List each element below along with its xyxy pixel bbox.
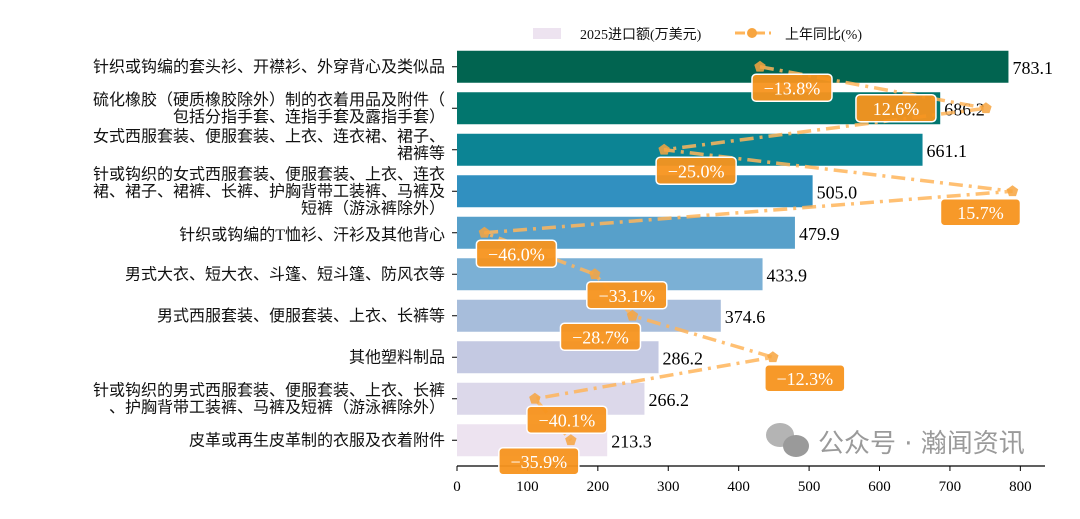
bar-value-label: 433.9 [767,265,808,285]
y-axis-labels: 针织或钩编的套头衫、开襟衫、外穿背心及类似品硫化橡胶（硬质橡胶除外）制的衣着用品… [93,58,457,449]
x-tick-label: 500 [798,479,821,495]
legend-line-marker [747,28,757,38]
bar [457,175,813,208]
yoy-annotation-label: 15.7% [957,203,1004,223]
yoy-annotation-box [855,94,937,123]
category-label: 针或钩织的女式西服套装、便服套装、上衣、连衣裙、裙子、裙裤、长裤、护胸背带工装裤… [93,164,445,217]
category-label: 针织或钩编的套头衫、开襟衫、外穿背心及类似品 [93,58,445,76]
yoy-annotation-box [939,198,1022,227]
watermark-text: 公众号 · 瀚闻资讯 [818,429,1025,459]
yoy-annotation-label: −28.7% [572,327,629,347]
bar-value-label: 266.2 [648,390,689,410]
x-tick-label: 800 [1009,479,1032,495]
bar [457,50,1009,83]
yoy-marker [1006,185,1019,197]
yoy-marker [478,226,491,238]
yoy-marker [626,309,639,321]
yoy-annotation-label: −12.3% [776,369,833,389]
bar-value-label: 374.6 [725,307,766,327]
category-label: 针或钩织的男式西服套装、便服套装、上衣、长裤、护胸背带工装裤、马裤及短裤（游泳裤… [93,381,445,416]
yoy-annotation-box [475,239,558,268]
yoy-annotation-label: −46.0% [488,244,545,264]
x-tick-label: 300 [657,479,680,495]
yoy-marker [529,392,541,404]
yoy-marker [980,102,992,114]
bar-value-label: 783.1 [1012,58,1052,78]
yoy-annotation-box [498,447,580,476]
legend-line-label: 上年同比(%) [785,27,862,43]
bar-value-label: 505.0 [817,182,858,202]
category-label: 针织或钩编的T恤衫、汗衫及其他背心 [179,226,445,244]
yoy-annotation-box [586,281,668,310]
yoy-annotation-label: −13.8% [764,78,821,98]
yoy-annotation-label: −35.9% [511,452,568,472]
category-label: 其他塑料制品 [349,348,445,366]
yoy-marker [658,143,670,155]
category-label: 皮革或再生皮革制的衣服及衣着附件 [189,431,445,449]
bar-value-label: 213.3 [611,431,652,451]
yoy-annotation-label: −40.1% [539,410,596,430]
x-tick-label: 400 [727,479,750,495]
x-tick-label: 200 [587,479,610,495]
bar-value-label: 479.9 [799,224,840,244]
yoy-annotation-box [655,156,737,185]
legend-bar-swatch [533,28,561,39]
yoy-annotation-label: −25.0% [668,161,725,181]
bar-value-label: 661.1 [927,141,968,161]
x-tick-label: 0 [453,479,461,495]
bar-value-label: 286.2 [663,348,704,368]
x-tick-label: 600 [868,479,891,495]
bar-value-label: 686.2 [944,99,985,119]
category-label: 硫化橡胶（硬质橡胶除外）制的衣着用品及附件（包括分指手套、连指手套及露指手套） [93,91,445,126]
yoy-annotation-box [751,73,833,102]
category-label: 男式西服套装、便服套装、上衣、长裤等 [157,307,445,325]
yoy-annotation-box [764,364,846,393]
yoy-line-layer: −13.8% 12.6% −25.0% 15.7% −46.0% −33.1% −28.7%… [475,60,1022,476]
yoy-annotation-box [526,405,608,434]
yoy-marker [754,60,766,72]
yoy-annotation-box [559,322,642,351]
watermark: 公众号 · 瀚闻资讯 [766,423,1025,459]
yoy-annotation-label: −33.1% [598,286,655,306]
yoy-marker [767,351,779,363]
yoy-marker [589,268,601,280]
x-tick-label: 100 [516,479,539,495]
category-label: 男式大衣、短大衣、斗篷、短斗篷、防风衣等 [125,264,445,283]
wechat-icon [766,423,809,457]
category-label: 女式西服套装、便服套装、上衣、连衣裙、裙子、裙裤等 [93,126,445,162]
legend-bar-label: 2025进口额(万美元) [580,27,702,43]
legend: 2025进口额(万美元) 上年同比(%) [533,27,862,43]
yoy-marker [565,434,577,446]
yoy-annotation-label: 12.6% [873,99,920,119]
x-tick-label: 700 [939,479,962,495]
